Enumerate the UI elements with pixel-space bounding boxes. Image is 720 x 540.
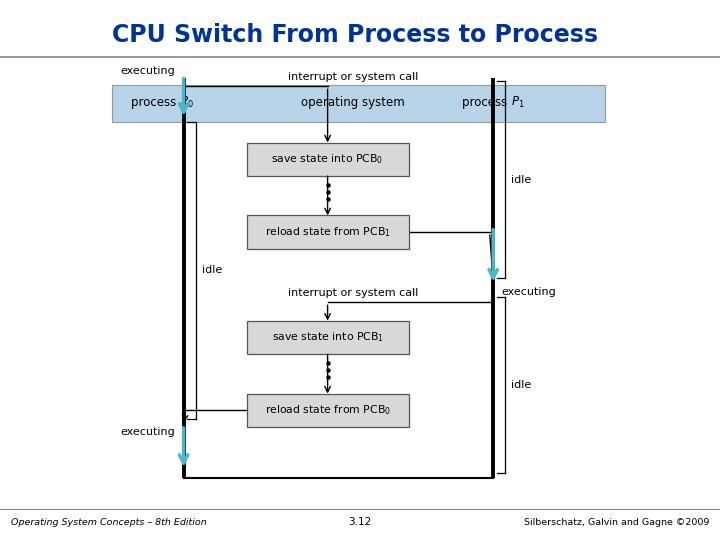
Text: process: process [462,96,511,109]
Text: executing: executing [120,65,175,76]
Text: $P_1$: $P_1$ [511,95,525,110]
Text: interrupt or system call: interrupt or system call [287,288,418,298]
Text: idle: idle [511,174,531,185]
Text: Silberschatz, Galvin and Gagne ©2009: Silberschatz, Galvin and Gagne ©2009 [524,518,709,526]
Text: reload state from PCB$_1$: reload state from PCB$_1$ [265,225,390,239]
Text: save state into PCB$_0$: save state into PCB$_0$ [271,152,384,166]
Text: save state into PCB$_1$: save state into PCB$_1$ [271,330,384,345]
Text: idle: idle [202,265,222,275]
Text: 3.12: 3.12 [348,517,372,527]
Text: operating system: operating system [301,96,405,109]
FancyBboxPatch shape [246,215,409,249]
Text: idle: idle [511,380,531,390]
FancyBboxPatch shape [112,85,605,122]
Text: executing: executing [502,287,557,298]
Text: Operating System Concepts – 8th Edition: Operating System Concepts – 8th Edition [11,518,207,526]
Text: CPU Switch From Process to Process: CPU Switch From Process to Process [112,23,598,47]
Text: $P_0$: $P_0$ [180,95,194,110]
FancyBboxPatch shape [246,394,409,427]
FancyBboxPatch shape [246,321,409,354]
Text: process: process [131,96,180,109]
FancyBboxPatch shape [246,143,409,176]
Text: interrupt or system call: interrupt or system call [287,72,418,82]
Text: reload state from PCB$_0$: reload state from PCB$_0$ [265,403,390,417]
Text: executing: executing [120,427,175,437]
